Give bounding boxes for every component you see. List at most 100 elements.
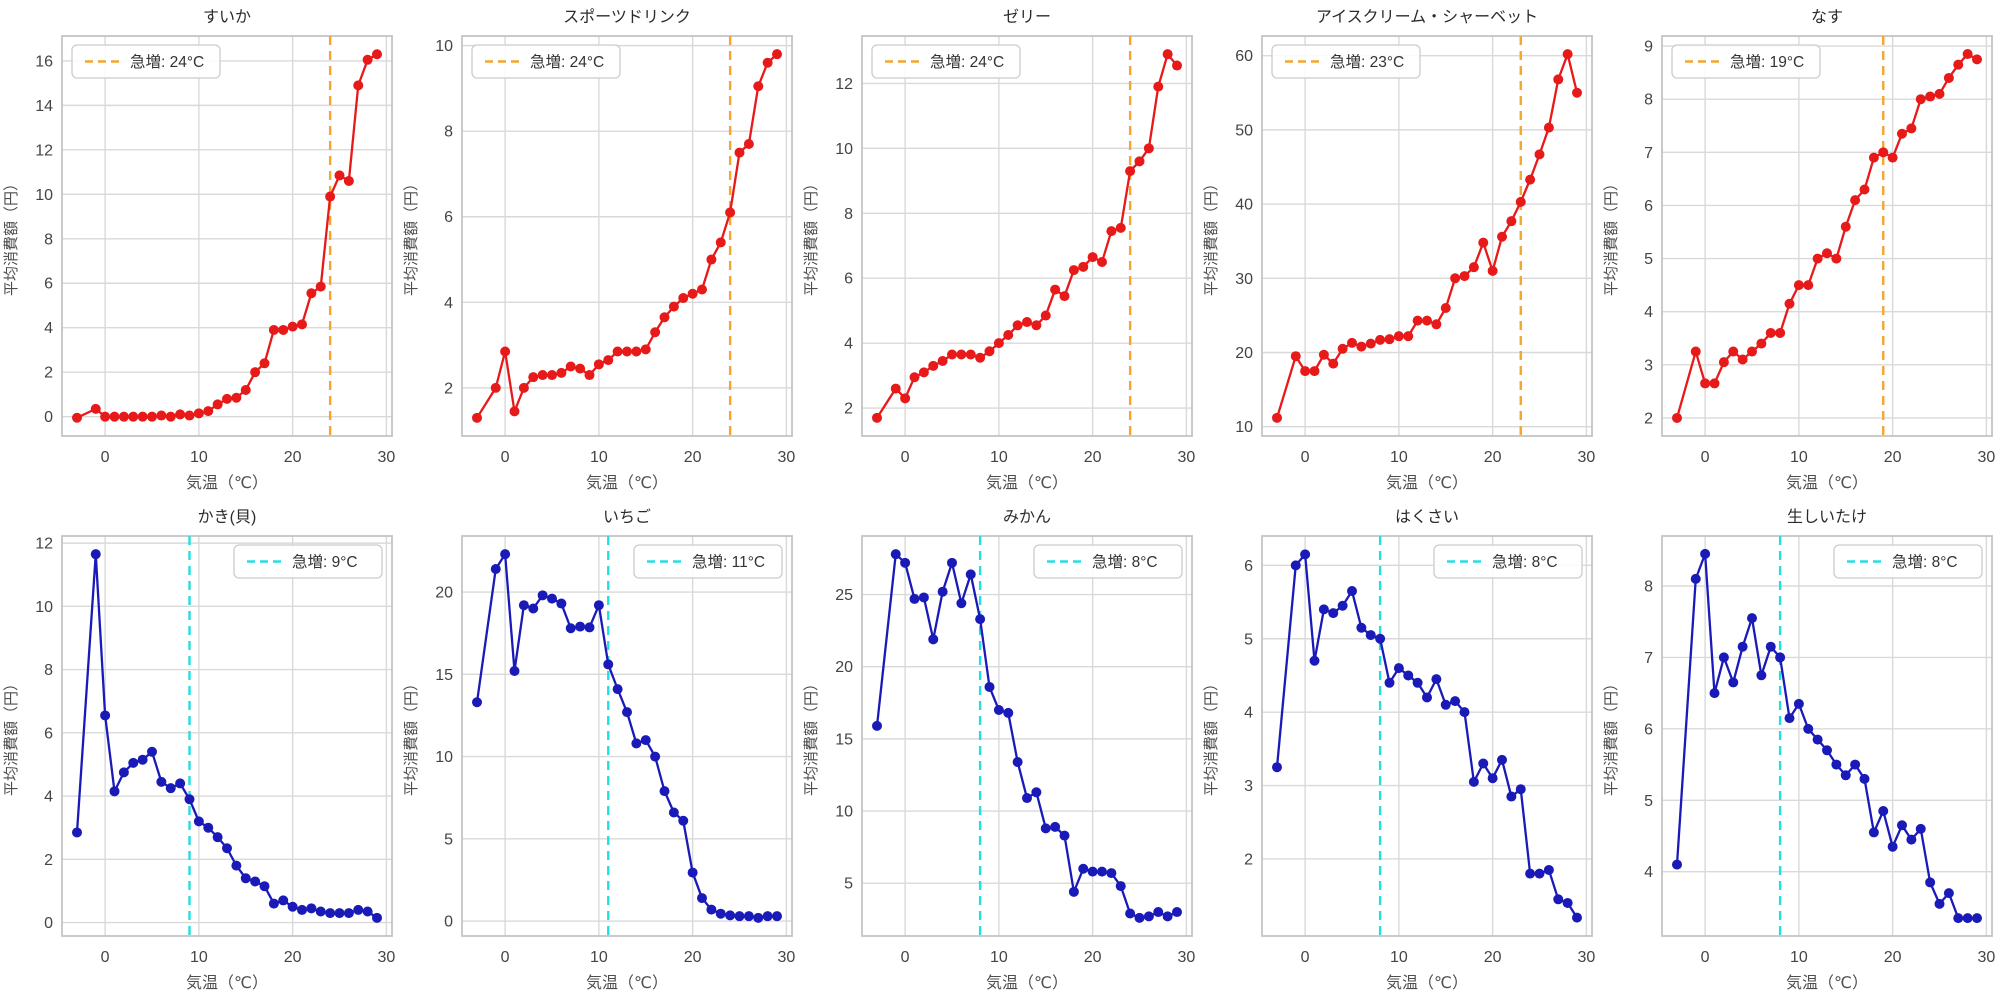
svg-text:4: 4 xyxy=(444,295,453,312)
chart-cell-nasu-eggplant: 0 10 20 30 2 3 4 5 6 7 8 9 なす 気温（℃） 平均消費額（円） 急増: 19°C xyxy=(1600,0,2000,500)
gridlines xyxy=(462,536,792,936)
svg-text:20: 20 xyxy=(1084,949,1102,966)
svg-text:0: 0 xyxy=(501,449,510,466)
svg-text:60: 60 xyxy=(1235,48,1253,65)
chart-title: 生しいたけ xyxy=(1787,508,1867,526)
svg-text:10: 10 xyxy=(990,949,1008,966)
svg-text:0: 0 xyxy=(44,409,53,426)
svg-text:0: 0 xyxy=(1301,449,1310,466)
svg-text:10: 10 xyxy=(435,38,453,55)
svg-text:20: 20 xyxy=(284,949,302,966)
chart-title: ゼリー xyxy=(1003,8,1051,26)
chart-title: スポーツドリンク xyxy=(563,8,691,26)
svg-text:20: 20 xyxy=(284,449,302,466)
svg-text:2: 2 xyxy=(1244,851,1253,868)
svg-text:4: 4 xyxy=(1644,304,1653,321)
svg-text:6: 6 xyxy=(44,725,53,742)
svg-text:10: 10 xyxy=(435,749,453,766)
svg-text:30: 30 xyxy=(777,949,795,966)
legend: 急増: 24°C xyxy=(871,44,1021,79)
svg-text:20: 20 xyxy=(435,585,453,602)
svg-text:2: 2 xyxy=(1644,410,1653,427)
svg-text:8: 8 xyxy=(444,124,453,141)
chart-title: かき(貝) xyxy=(198,508,257,526)
gridlines xyxy=(862,36,1192,436)
svg-text:4: 4 xyxy=(44,789,53,806)
y-axis-label: 平均消費額（円） xyxy=(1603,176,1620,296)
chart-cell-nama-shiitake: 0 10 20 30 4 5 6 7 8 生しいたけ 気温（℃） 平均消費額（円） 急増: 8°C xyxy=(1600,500,2000,1000)
x-axis-label: 気温（℃） xyxy=(1386,474,1468,492)
data-points xyxy=(1672,49,1982,423)
svg-text:30: 30 xyxy=(377,449,395,466)
plot-border xyxy=(1661,35,1993,437)
svg-text:0: 0 xyxy=(444,914,453,931)
plot-border xyxy=(61,535,393,937)
tick-labels: 0 10 20 30 0 2 4 6 8 10 12 14 16 xyxy=(35,53,395,466)
x-axis-label: 気温（℃） xyxy=(186,474,268,492)
tick-labels: 0 10 20 30 0 5 10 15 20 xyxy=(435,585,795,966)
svg-text:50: 50 xyxy=(1235,122,1253,139)
svg-text:5: 5 xyxy=(1244,631,1253,648)
data-line xyxy=(876,53,1178,419)
data-points xyxy=(472,49,782,423)
legend-label: 急増: 24°C xyxy=(130,53,204,71)
gridlines xyxy=(62,36,392,436)
svg-text:20: 20 xyxy=(1484,949,1502,966)
svg-text:20: 20 xyxy=(1484,449,1502,466)
y-axis-label: 平均消費額（円） xyxy=(803,676,820,796)
svg-text:6: 6 xyxy=(1644,198,1653,215)
svg-text:30: 30 xyxy=(1977,449,1995,466)
svg-text:30: 30 xyxy=(1177,449,1195,466)
data-points xyxy=(1272,549,1582,923)
data-points xyxy=(872,549,1182,923)
data-points xyxy=(1672,548,1982,924)
legend: 急増: 24°C xyxy=(71,44,221,79)
svg-text:5: 5 xyxy=(1644,251,1653,268)
x-axis-label: 気温（℃） xyxy=(986,974,1068,992)
svg-text:20: 20 xyxy=(1084,449,1102,466)
x-axis-label: 気温（℃） xyxy=(986,474,1068,492)
svg-text:6: 6 xyxy=(1644,721,1653,738)
svg-text:12: 12 xyxy=(835,76,853,93)
gridlines xyxy=(1662,536,1992,936)
svg-text:3: 3 xyxy=(1644,357,1653,374)
legend-label: 急増: 9°C xyxy=(292,553,358,571)
svg-text:2: 2 xyxy=(444,380,453,397)
chart-title: すいか xyxy=(203,8,251,26)
svg-text:30: 30 xyxy=(1577,949,1595,966)
legend: 急増: 8°C xyxy=(1033,544,1183,579)
svg-text:0: 0 xyxy=(1701,449,1710,466)
svg-text:6: 6 xyxy=(44,276,53,293)
svg-text:10: 10 xyxy=(835,804,853,821)
svg-text:0: 0 xyxy=(101,949,110,966)
tick-labels: 0 10 20 30 0 2 4 6 8 10 12 xyxy=(35,536,395,966)
legend: 急増: 24°C xyxy=(471,44,621,79)
svg-text:20: 20 xyxy=(684,949,702,966)
svg-text:30: 30 xyxy=(1177,949,1195,966)
y-axis-label: 平均消費額（円） xyxy=(403,676,420,796)
gridlines xyxy=(462,36,792,436)
data-line xyxy=(75,553,378,919)
svg-text:4: 4 xyxy=(44,320,53,337)
chart-cell-ichigo-strawberry: 0 10 20 30 0 5 10 15 20 いちご 気温（℃） 平均消費額（円） 急増: 11°C xyxy=(400,500,800,1000)
svg-text:6: 6 xyxy=(444,209,453,226)
x-axis-label: 気温（℃） xyxy=(186,974,268,992)
y-axis-label: 平均消費額（円） xyxy=(3,676,20,796)
svg-text:14: 14 xyxy=(35,98,53,115)
tick-labels: 0 10 20 30 2 3 4 5 6 7 8 9 xyxy=(1644,39,1995,466)
plot-border xyxy=(861,35,1193,437)
svg-text:5: 5 xyxy=(444,831,453,848)
data-points xyxy=(1272,49,1582,423)
svg-text:8: 8 xyxy=(44,662,53,679)
svg-text:30: 30 xyxy=(377,949,395,966)
plot-border xyxy=(1261,35,1593,437)
data-points xyxy=(472,549,782,923)
svg-text:12: 12 xyxy=(35,142,53,159)
data-points xyxy=(72,549,382,923)
